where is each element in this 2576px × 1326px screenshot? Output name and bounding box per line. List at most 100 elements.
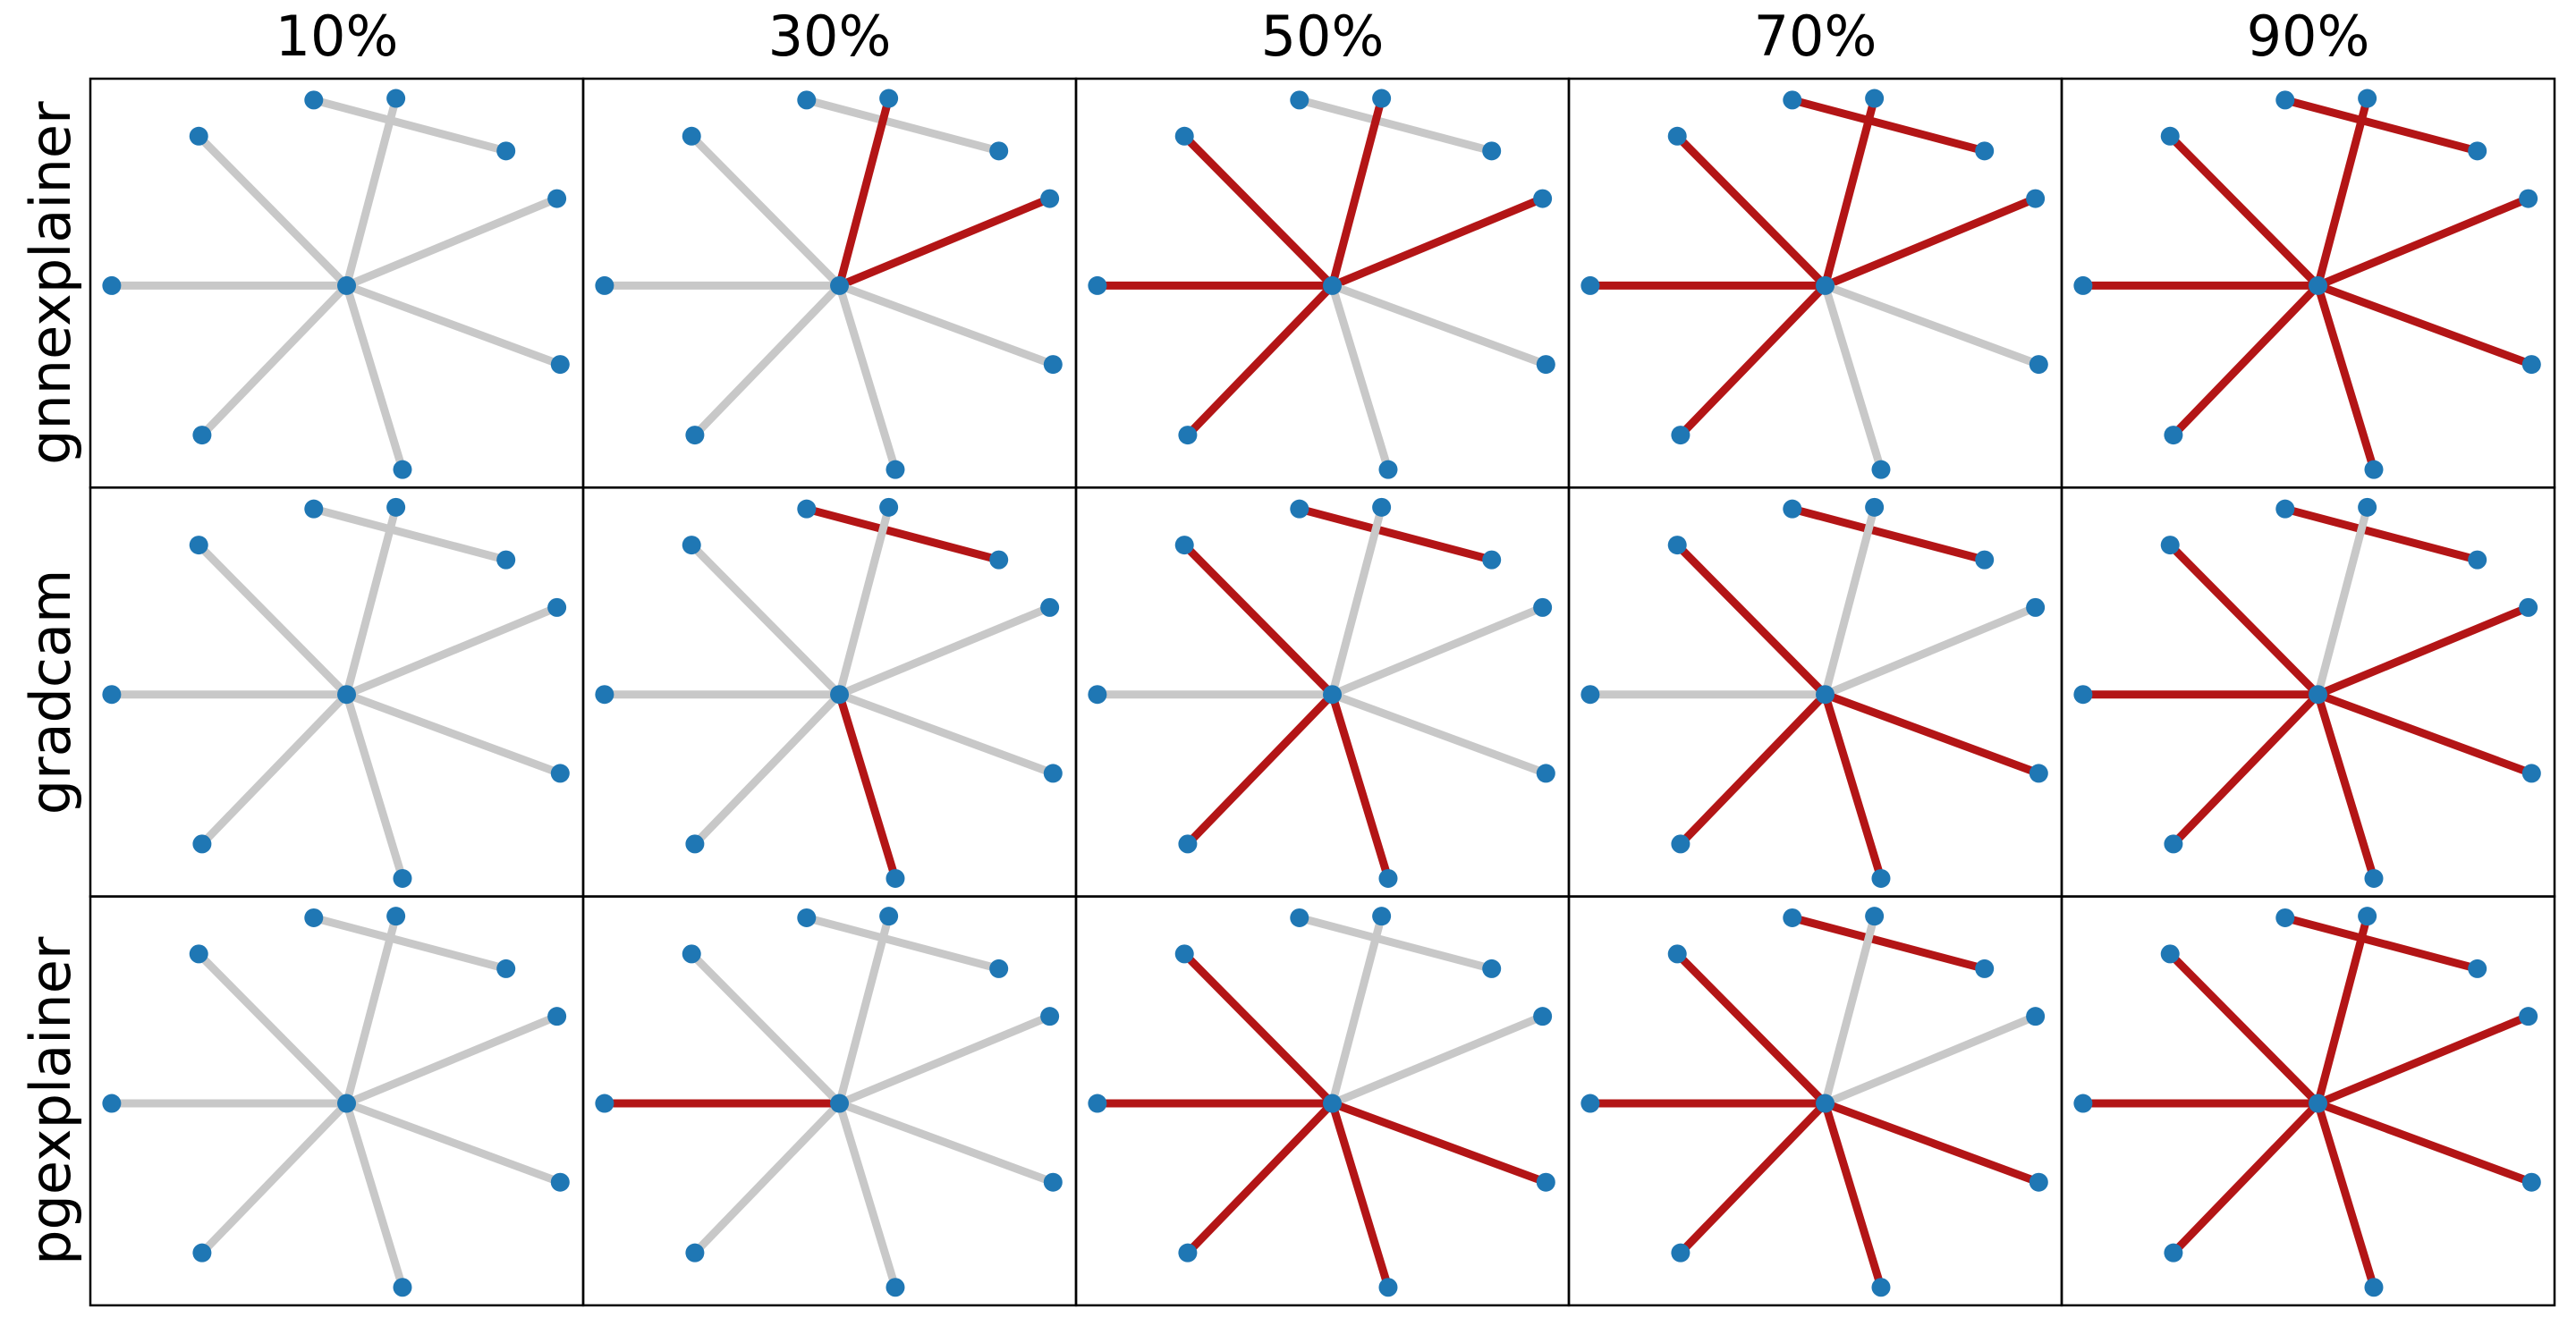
node <box>1482 550 1502 570</box>
node <box>189 536 208 555</box>
node <box>2164 834 2183 854</box>
edge <box>199 1100 350 1256</box>
node <box>1533 189 1553 208</box>
edge <box>689 133 843 289</box>
edge <box>344 604 559 698</box>
node <box>1323 1094 1343 1113</box>
column-title: 50% <box>1261 4 1385 69</box>
node <box>393 1278 412 1297</box>
edge <box>835 1102 900 1289</box>
highlighted-edge <box>835 693 900 880</box>
node <box>1816 685 1835 705</box>
node <box>2026 1007 2046 1026</box>
node <box>1290 90 1309 110</box>
node <box>1667 126 1687 146</box>
highlighted-edge <box>2316 194 2530 290</box>
highlighted-edge <box>1298 504 1493 564</box>
edge <box>1821 915 1878 1105</box>
edge <box>343 915 400 1105</box>
node <box>1975 959 1995 978</box>
edge <box>835 284 900 471</box>
edge <box>1823 282 2040 368</box>
node <box>1871 460 1891 479</box>
highlighted-edge <box>2316 282 2533 368</box>
edge <box>689 542 843 697</box>
highlighted-edge <box>1184 1100 1335 1256</box>
edge <box>805 96 1000 156</box>
node <box>1372 89 1392 108</box>
edge <box>805 914 1000 973</box>
node <box>1671 426 1690 445</box>
node <box>1323 275 1343 295</box>
node <box>830 275 850 295</box>
edge <box>837 604 1052 698</box>
highlighted-edge <box>2314 915 2371 1105</box>
node <box>1378 868 1398 888</box>
highlighted-edge <box>2170 283 2321 438</box>
node <box>2309 685 2328 705</box>
highlighted-edge <box>2167 950 2321 1107</box>
highlighted-edge <box>2167 133 2321 289</box>
node <box>1043 355 1063 375</box>
node <box>1174 126 1194 146</box>
node <box>2073 685 2093 705</box>
panel <box>1567 895 2063 1307</box>
edge <box>343 284 407 471</box>
node <box>2275 499 2295 519</box>
edge <box>691 1100 843 1256</box>
node <box>2364 1278 2384 1297</box>
row-label: gradcam <box>18 570 83 815</box>
node <box>2468 141 2487 161</box>
panel <box>1567 486 2063 898</box>
node <box>595 685 614 705</box>
node <box>830 1094 850 1113</box>
node <box>550 355 570 375</box>
column-title: 90% <box>2247 4 2370 69</box>
node <box>550 764 570 783</box>
node <box>1871 1278 1891 1297</box>
highlighted-edge <box>2314 97 2371 287</box>
edge <box>1328 506 1385 696</box>
node <box>192 834 212 854</box>
highlighted-edge <box>1674 542 1828 697</box>
edge <box>837 1099 1055 1187</box>
panel <box>1074 486 1571 898</box>
edge <box>837 690 1055 778</box>
highlighted-edge <box>1823 690 2040 778</box>
node <box>1040 189 1060 208</box>
highlighted-edge <box>2314 284 2378 471</box>
node <box>1088 685 1107 705</box>
edge <box>835 506 893 696</box>
edge <box>343 1102 407 1289</box>
node <box>304 908 324 927</box>
node <box>1482 141 1502 161</box>
node <box>189 944 208 964</box>
highlighted-edge <box>837 194 1052 290</box>
node <box>1178 1243 1198 1263</box>
highlighted-edge <box>1677 691 1828 847</box>
node <box>989 141 1009 161</box>
node <box>1178 426 1198 445</box>
panel-border <box>2060 895 2556 1307</box>
highlighted-edge <box>1791 96 1986 156</box>
edge <box>1328 284 1393 471</box>
node <box>386 907 406 926</box>
node <box>1372 907 1392 926</box>
highlighted-edge <box>2170 691 2321 847</box>
edge <box>312 914 507 973</box>
node <box>685 426 705 445</box>
node <box>797 90 817 110</box>
node <box>1783 908 1802 927</box>
node <box>989 959 1009 978</box>
node <box>386 89 406 108</box>
highlighted-edge <box>1821 97 1878 287</box>
highlighted-edge <box>2284 96 2479 156</box>
edge <box>196 950 350 1107</box>
panel <box>89 77 585 489</box>
node <box>189 126 208 146</box>
node <box>496 141 516 161</box>
node <box>989 550 1009 570</box>
edge <box>1330 604 1545 698</box>
node <box>2275 908 2295 927</box>
